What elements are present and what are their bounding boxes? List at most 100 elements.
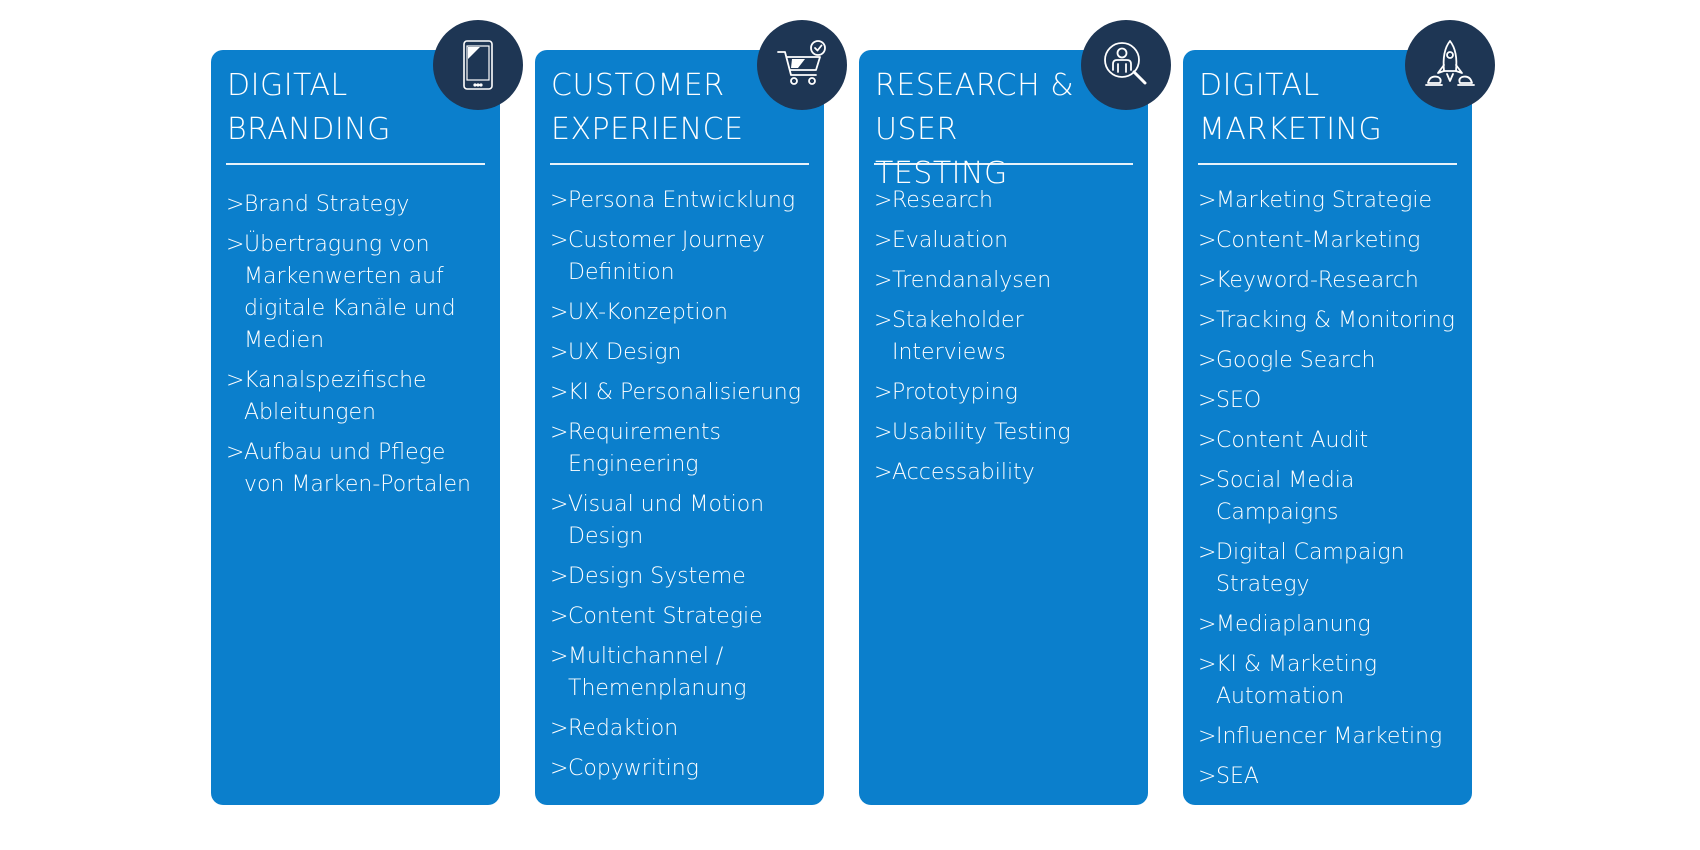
list-item-label: Evaluation <box>892 228 1009 253</box>
list-item-label: Copywriting <box>568 756 699 781</box>
chevron-right-icon: > <box>550 604 569 629</box>
chevron-right-icon: > <box>550 644 569 669</box>
list-item: > Evaluation <box>874 225 1140 257</box>
list-item: > Kanalspezifische Ableitungen <box>226 365 492 429</box>
list-item: > Google Search <box>1198 345 1464 377</box>
list-item-label: Kanalspezifische Ableitungen <box>244 368 427 425</box>
list-item-label: Design Systeme <box>568 564 746 589</box>
list-item: > UX Design <box>550 337 816 369</box>
rocket-icon <box>1405 20 1495 110</box>
list-item-label: Stakeholder Interviews <box>892 308 1024 365</box>
card-digital-branding: DIGITAL BRANDING > Brand Strategy > Übertr… <box>211 50 500 805</box>
list-item: > KI & Marketing Automation <box>1198 649 1464 713</box>
list-item-label: Customer Journey Definition <box>568 228 765 285</box>
chevron-right-icon: > <box>1198 468 1217 493</box>
service-list: > Research > Evaluation > Trendanalysen > St… <box>874 185 1140 497</box>
chevron-right-icon: > <box>1198 308 1217 333</box>
service-list: > Persona Entwicklung > Customer Journey D… <box>550 185 816 793</box>
chevron-right-icon: > <box>874 380 893 405</box>
list-item: > Content Strategie <box>550 601 816 633</box>
list-item: > SEA <box>1198 761 1464 793</box>
chevron-right-icon: > <box>1198 612 1217 637</box>
list-item: > Requirements Engineering <box>550 417 816 481</box>
shopping-cart-check-icon <box>757 20 847 110</box>
chevron-right-icon: > <box>1198 388 1217 413</box>
card-digital-marketing: DIGITAL MARKETING > Marketing Strategie >… <box>1183 50 1472 805</box>
user-magnifier-icon <box>1081 20 1171 110</box>
list-item-label: Social Media Campaigns <box>1216 468 1355 525</box>
divider <box>226 163 485 165</box>
list-item: > Content-Marketing <box>1198 225 1464 257</box>
list-item: > Customer Journey Definition <box>550 225 816 289</box>
list-item-label: SEO <box>1216 388 1262 413</box>
list-item: > SEO <box>1198 385 1464 417</box>
chevron-right-icon: > <box>1198 268 1217 293</box>
list-item: > Copywriting <box>550 753 816 785</box>
chevron-right-icon: > <box>1198 764 1217 789</box>
list-item-label: Research <box>892 188 993 213</box>
list-item-label: Persona Entwicklung <box>568 188 796 213</box>
chevron-right-icon: > <box>1198 724 1217 749</box>
service-list: > Marketing Strategie > Content-Marketing … <box>1198 185 1464 801</box>
list-item: > Usability Testing <box>874 417 1140 449</box>
chevron-right-icon: > <box>874 460 893 485</box>
divider <box>874 163 1133 165</box>
list-item-label: Google Search <box>1216 348 1376 373</box>
tablet-icon <box>433 20 523 110</box>
chevron-right-icon: > <box>550 420 569 445</box>
list-item: > Redaktion <box>550 713 816 745</box>
chevron-right-icon: > <box>550 228 569 253</box>
chevron-right-icon: > <box>1198 652 1217 677</box>
list-item-label: Marketing Strategie <box>1216 188 1433 213</box>
list-item: > Prototyping <box>874 377 1140 409</box>
chevron-right-icon: > <box>1198 188 1217 213</box>
chevron-right-icon: > <box>874 420 893 445</box>
list-item: > Trendanalysen <box>874 265 1140 297</box>
list-item-label: Brand Strategy <box>244 192 410 217</box>
list-item: > Persona Entwicklung <box>550 185 816 217</box>
card-title: DIGITAL BRANDING <box>227 68 391 147</box>
list-item-label: Usability Testing <box>892 420 1071 445</box>
list-item: > UX-Konzeption <box>550 297 816 329</box>
chevron-right-icon: > <box>874 188 893 213</box>
list-item-label: Content Audit <box>1216 428 1369 453</box>
chevron-right-icon: > <box>226 440 245 465</box>
chevron-right-icon: > <box>550 564 569 589</box>
chevron-right-icon: > <box>874 228 893 253</box>
card-research-user-testing: RESEARCH & USER TESTING > Research > Evalu… <box>859 50 1148 805</box>
chevron-right-icon: > <box>226 192 245 217</box>
chevron-right-icon: > <box>874 268 893 293</box>
list-item: > Digital Campaign Strategy <box>1198 537 1464 601</box>
list-item-label: Accessability <box>892 460 1035 485</box>
chevron-right-icon: > <box>550 300 569 325</box>
card-customer-experience: CUSTOMER EXPERIENCE > Persona Entwicklung… <box>535 50 824 805</box>
card-title: DIGITAL MARKETING <box>1199 68 1383 147</box>
list-item-label: Digital Campaign Strategy <box>1216 540 1405 597</box>
list-item: > Accessability <box>874 457 1140 489</box>
chevron-right-icon: > <box>1198 540 1217 565</box>
chevron-right-icon: > <box>1198 228 1217 253</box>
chevron-right-icon: > <box>550 716 569 741</box>
list-item-label: KI & Personalisierung <box>568 380 801 405</box>
list-item: > Übertragung von Markenwerten auf digita… <box>226 229 492 357</box>
list-item: > Stakeholder Interviews <box>874 305 1140 369</box>
list-item: > Visual und Motion Design <box>550 489 816 553</box>
list-item-label: Mediaplanung <box>1216 612 1371 637</box>
list-item-label: Tracking & Monitoring <box>1216 308 1455 333</box>
service-list: > Brand Strategy > Übertragung von Markenw… <box>226 189 492 509</box>
list-item: > Research <box>874 185 1140 217</box>
chevron-right-icon: > <box>550 188 569 213</box>
list-item-label: Trendanalysen <box>892 268 1052 293</box>
card-title: CUSTOMER EXPERIENCE <box>551 68 744 147</box>
list-item-label: SEA <box>1216 764 1259 789</box>
chevron-right-icon: > <box>1198 348 1217 373</box>
list-item-label: UX-Konzeption <box>568 300 728 325</box>
list-item: > Brand Strategy <box>226 189 492 221</box>
chevron-right-icon: > <box>874 308 893 333</box>
divider <box>550 163 809 165</box>
list-item-label: UX Design <box>568 340 682 365</box>
list-item-label: Aufbau und Pflege von Marken-Portalen <box>244 440 471 497</box>
divider <box>1198 163 1457 165</box>
list-item: > KI & Personalisierung <box>550 377 816 409</box>
chevron-right-icon: > <box>550 340 569 365</box>
